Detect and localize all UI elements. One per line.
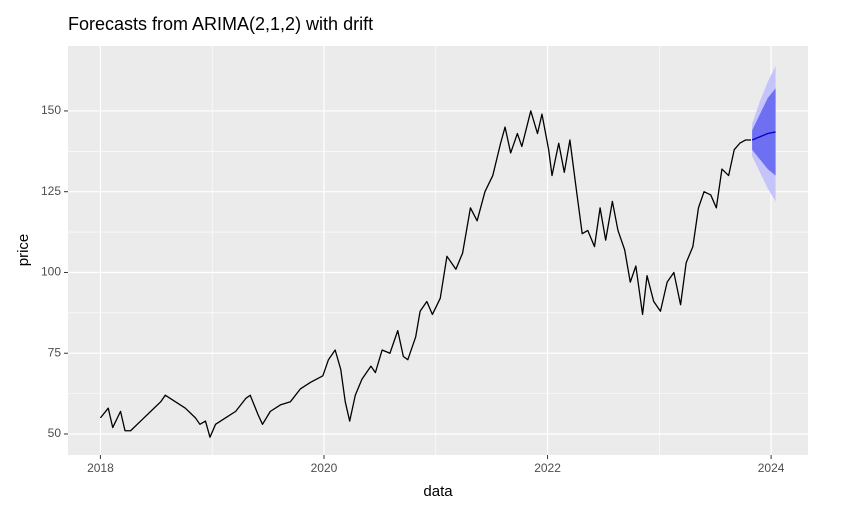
y-tick-label: 150 [41, 103, 61, 117]
y-tick-label: 100 [41, 265, 61, 279]
y-tick-label: 75 [48, 345, 62, 359]
x-tick-label: 2024 [758, 461, 785, 475]
x-tick-label: 2018 [87, 461, 114, 475]
interval-80 [752, 88, 776, 176]
x-tick-label: 2020 [311, 461, 338, 475]
x-tick-label: 2022 [534, 461, 561, 475]
y-axis-title: price [15, 234, 32, 267]
chart-title: Forecasts from ARIMA(2,1,2) with drift [68, 14, 373, 34]
history-line [99, 110, 751, 438]
forecast-line [751, 131, 776, 141]
y-tick-label: 125 [41, 184, 61, 198]
panel [68, 46, 808, 455]
x-axis-title: data [423, 483, 453, 500]
y-tick-label: 50 [48, 426, 62, 440]
